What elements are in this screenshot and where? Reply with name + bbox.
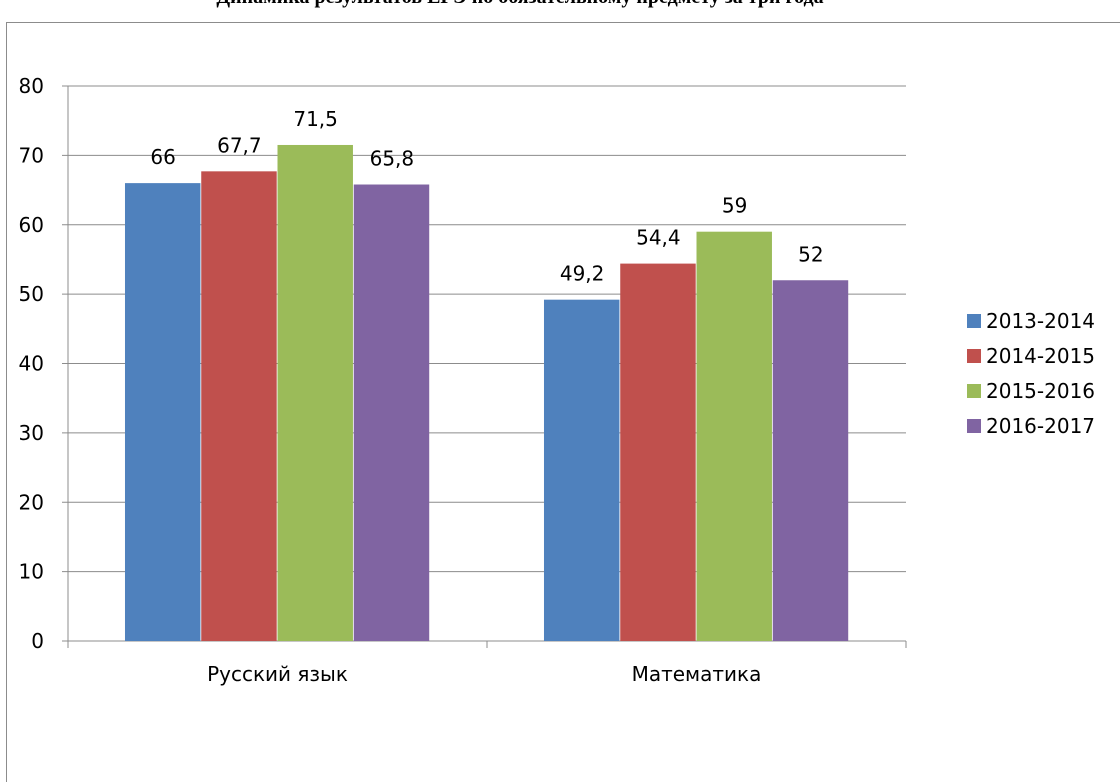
chart-frame: [6, 22, 1120, 782]
y-tick-label: 0: [31, 629, 44, 653]
y-tick-label: 40: [19, 352, 44, 376]
y-tick-label: 70: [19, 143, 44, 167]
bars: [124, 144, 849, 642]
legend-swatch: [967, 419, 981, 433]
data-label: 54,4: [636, 226, 681, 250]
legend-label: 2013-2014: [986, 309, 1095, 333]
bar: [353, 184, 430, 641]
data-label: 71,5: [293, 107, 338, 131]
y-tick-label: 50: [19, 282, 44, 306]
bar: [696, 231, 772, 641]
bar: [620, 263, 696, 641]
category-label: Русский язык: [207, 662, 348, 686]
y-tick-label: 30: [19, 421, 44, 445]
chart-title: Динамика результатов ЕГЭ по обязательном…: [0, 0, 1040, 9]
legend-label: 2016-2017: [986, 414, 1095, 438]
bar: [543, 299, 620, 641]
legend-label: 2014-2015: [986, 344, 1095, 368]
y-tick-label: 60: [19, 213, 44, 237]
y-tick-label: 20: [19, 490, 44, 514]
data-labels: 66 67,7 71,5 65,8 49,2 54,4 59 52: [150, 107, 823, 286]
legend: 2013-2014 2014-2015 2015-2016 2016-2017: [967, 309, 1095, 438]
bar: [772, 280, 849, 641]
data-label: 49,2: [560, 262, 605, 286]
bar: [124, 183, 201, 641]
data-label: 67,7: [217, 133, 262, 157]
data-label: 52: [798, 242, 823, 266]
bar: [201, 171, 277, 642]
legend-swatch: [967, 314, 981, 328]
legend-swatch: [967, 349, 981, 363]
data-label: 65,8: [370, 147, 415, 171]
legend-label: 2015-2016: [986, 379, 1095, 403]
category-label: Математика: [632, 662, 762, 686]
bar: [277, 144, 353, 641]
legend-swatch: [967, 384, 981, 398]
data-label: 59: [722, 194, 747, 218]
data-label: 66: [150, 145, 175, 169]
y-tick-label: 80: [19, 74, 44, 98]
y-tick-label: 10: [19, 560, 44, 584]
